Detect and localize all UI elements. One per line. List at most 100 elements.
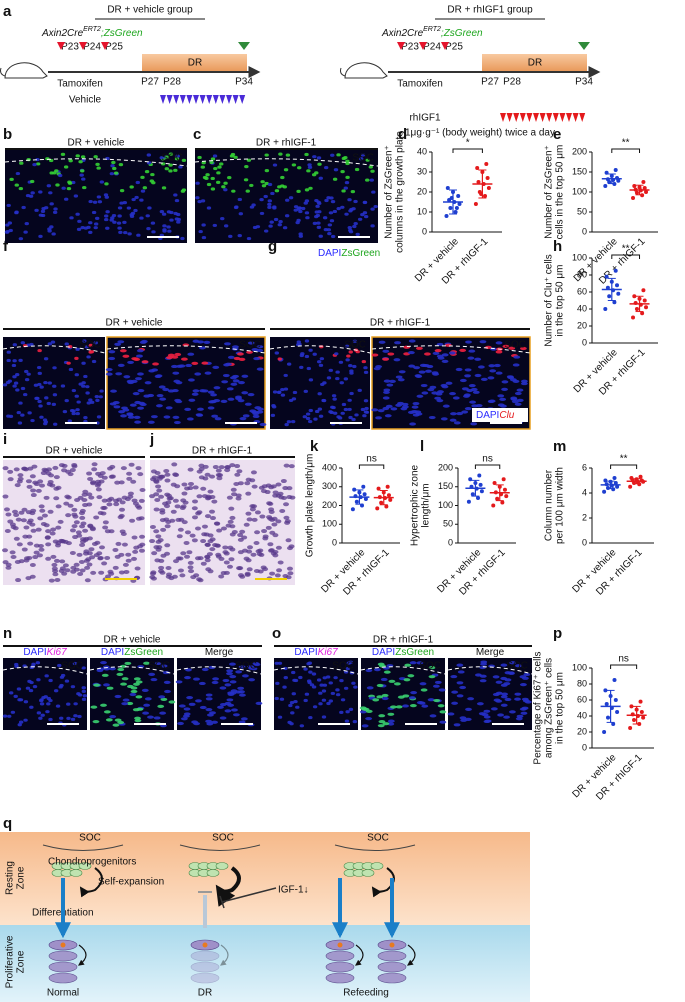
cell [162,224,167,228]
cell [159,156,164,160]
day-label: P28 [503,77,521,88]
cell [468,349,476,353]
cell [371,353,379,357]
cell [373,204,378,209]
cell [162,387,170,392]
cell [345,358,350,362]
cell [204,554,211,559]
cell [439,720,447,724]
cell [409,704,417,708]
cell [127,360,134,365]
cell [84,345,89,349]
genotype-base: Axin2Cre [41,28,84,39]
cell [519,675,527,679]
cell [26,372,31,376]
cell [409,422,417,426]
cell [211,720,218,724]
cell [164,155,170,159]
cell [449,391,456,396]
cell [132,501,139,506]
cell [81,697,87,701]
cell [495,699,503,703]
cell [196,510,203,515]
cell [343,186,348,190]
cell [176,534,183,539]
cell [197,407,204,411]
cell [166,225,171,229]
boundary [194,158,379,167]
cell [312,705,318,709]
panel-letter: o [272,625,281,642]
cell [38,213,44,217]
proliferating-cell [325,972,355,984]
cell [229,680,237,684]
cell [129,403,137,407]
data-point [466,499,471,504]
cell [280,393,286,397]
cell [134,719,142,723]
cell [448,351,456,355]
cell [117,226,122,230]
cell [453,421,461,425]
cell [237,533,244,538]
cell [488,364,496,368]
cell [413,366,421,370]
cell [67,419,73,423]
cell [299,365,304,369]
cell [514,692,522,696]
cell [293,699,298,704]
cell [197,340,204,344]
genotype-rest: ;ZsGreen [441,28,483,39]
cell [382,349,390,353]
treatment-marker [519,113,526,122]
cell [242,414,250,418]
cell [134,716,141,720]
cell [15,171,21,176]
cell [13,536,20,541]
cell [88,221,93,225]
cell [304,339,310,343]
panel-letter: f [3,238,9,255]
y-tick-label: 0 [332,537,337,547]
data-point [612,678,617,682]
cell [29,522,36,527]
cell [26,555,33,560]
cell [377,409,385,413]
boundary [89,666,175,675]
cell [204,558,211,563]
cell [231,529,238,534]
cell [178,165,183,169]
cell [27,541,34,546]
channel-name: Merge [476,647,505,658]
cell [35,527,42,532]
progenitor [215,862,229,870]
day-label: P24 [423,42,441,53]
cell [251,504,258,509]
cell [114,342,122,346]
cell [2,548,9,553]
cell [45,556,52,561]
cell [457,670,465,674]
cell [373,366,381,371]
cell [401,405,409,409]
cell [178,364,186,368]
cell [79,568,86,573]
cell [43,523,50,528]
cell [282,226,288,230]
cell [235,496,242,501]
cell [303,698,308,703]
cell [213,166,218,171]
cell [174,157,180,161]
cell [29,705,34,709]
cell [149,179,155,183]
cell [434,680,442,685]
diet-label: DR [528,58,542,69]
cell [92,200,98,204]
cell [112,723,120,727]
cell [309,683,315,687]
cell [40,713,45,717]
cell [37,382,42,387]
cell [136,354,143,358]
data-point [500,500,505,505]
